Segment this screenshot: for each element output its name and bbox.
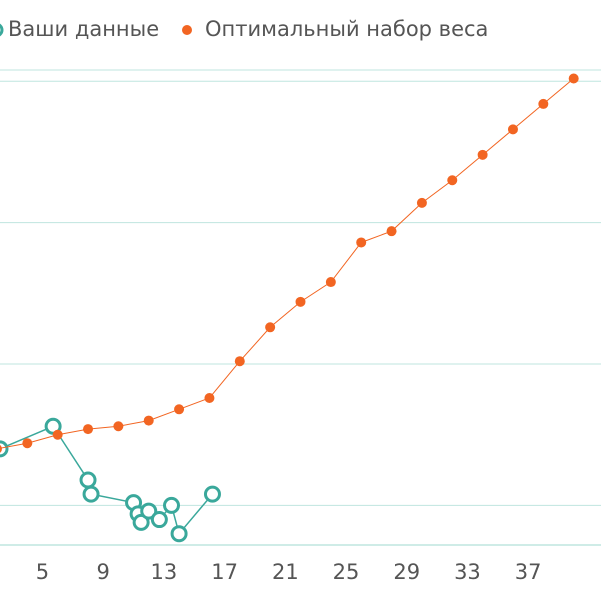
data-point — [477, 149, 488, 160]
data-point — [150, 511, 168, 529]
data-point — [170, 525, 188, 543]
x-tick-label: 9 — [97, 560, 110, 584]
data-point — [83, 424, 94, 435]
data-point — [204, 392, 215, 403]
series-line — [0, 78, 575, 449]
legend-label: Ваши данные — [8, 17, 159, 41]
data-point — [325, 277, 336, 288]
data-point — [356, 237, 367, 248]
data-point — [386, 226, 397, 237]
data-point — [143, 415, 154, 426]
data-point — [140, 502, 158, 520]
data-point — [538, 98, 549, 109]
data-point — [82, 485, 100, 503]
data-point — [507, 124, 518, 135]
legend-label: Оптимальный набор веса — [205, 17, 488, 41]
data-point — [22, 438, 33, 449]
data-point — [416, 197, 427, 208]
data-point — [203, 485, 221, 503]
data-point — [295, 296, 306, 307]
data-point — [113, 421, 124, 432]
data-point — [79, 471, 97, 489]
data-point — [568, 73, 579, 84]
data-point — [132, 513, 150, 531]
x-tick-label: 37 — [515, 560, 542, 584]
x-tick-label: 17 — [211, 560, 238, 584]
data-point — [0, 444, 2, 453]
legend-marker — [0, 23, 4, 37]
x-tick-label: 13 — [151, 560, 178, 584]
x-tick-label: 33 — [454, 560, 481, 584]
data-point — [0, 440, 9, 458]
legend-marker — [182, 25, 192, 35]
x-tick-label: 21 — [272, 560, 299, 584]
data-point — [447, 175, 458, 186]
x-tick-label: 25 — [333, 560, 360, 584]
data-point — [52, 429, 63, 440]
data-point — [265, 322, 276, 333]
data-point — [162, 496, 180, 514]
x-tick-label: 5 — [36, 560, 49, 584]
data-point — [234, 356, 245, 367]
data-point — [174, 404, 185, 415]
x-tick-label: 29 — [393, 560, 420, 584]
